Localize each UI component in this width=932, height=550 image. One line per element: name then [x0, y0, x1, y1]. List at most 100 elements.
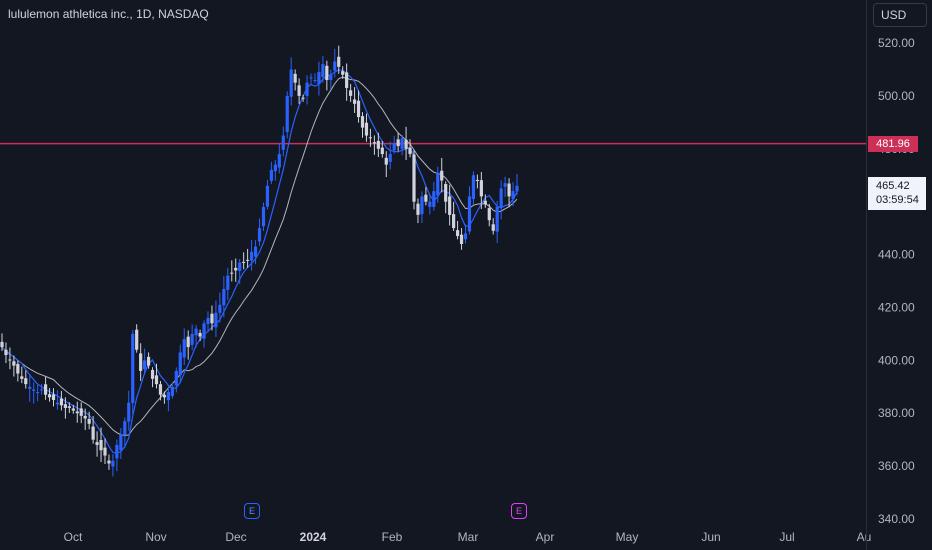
candle-body — [269, 169, 273, 181]
candle-body — [139, 353, 143, 371]
candle-body — [87, 419, 91, 424]
candle-body — [158, 384, 163, 395]
x-tick-label: Feb — [382, 530, 403, 544]
candle-body — [448, 196, 452, 215]
candle-body — [317, 72, 321, 84]
candle-body — [47, 394, 52, 398]
candle-body — [412, 154, 416, 202]
earnings-event-icon[interactable]: E — [244, 503, 260, 519]
candle-body — [135, 329, 139, 350]
candle-body — [467, 196, 472, 232]
candle-body — [321, 64, 325, 78]
candle-body — [337, 56, 341, 67]
candle-body — [277, 154, 281, 168]
candle-body — [174, 370, 178, 386]
candle-body — [67, 406, 71, 408]
candle-body — [495, 206, 499, 232]
candle-body — [107, 460, 111, 464]
candle-body — [444, 184, 448, 202]
candle-body — [190, 333, 194, 345]
candle-body — [95, 442, 99, 445]
candle-body — [515, 185, 519, 192]
candle-body — [40, 389, 44, 391]
candle-body — [491, 224, 495, 231]
candle-body — [416, 203, 420, 215]
y-tick-label: 360.00 — [878, 459, 915, 473]
candle-body — [127, 402, 131, 422]
candle-body — [499, 188, 503, 208]
candle-body — [440, 170, 444, 181]
candle-body — [483, 200, 487, 205]
candle-body — [487, 208, 491, 221]
candle-body — [432, 191, 436, 207]
candle-body — [333, 61, 337, 71]
candle-body — [349, 90, 353, 96]
candle-body — [71, 408, 75, 411]
candle-body — [404, 139, 408, 149]
candle-body — [186, 336, 190, 348]
candle-body — [83, 415, 87, 419]
ma-slow-line — [1, 76, 518, 437]
candle-body — [222, 288, 226, 306]
candle-body — [143, 360, 147, 370]
candle-body — [226, 275, 230, 290]
candle-body — [475, 179, 479, 181]
x-tick-label: Jul — [779, 530, 794, 544]
x-tick-label: Nov — [145, 530, 166, 544]
candle-body — [182, 339, 186, 358]
candle-body — [384, 157, 388, 165]
candle-body — [214, 312, 218, 328]
candle-body — [230, 272, 234, 274]
candle-body — [313, 80, 317, 82]
chart-title: lululemon athletica inc., 1D, NASDAQ — [8, 7, 209, 21]
currency-button[interactable]: USD — [873, 3, 927, 27]
candle-body — [341, 71, 345, 75]
price-axis[interactable]: 520.00500.00480.00460.00440.00420.00400.… — [866, 0, 932, 550]
candle-body — [285, 95, 289, 133]
candle-body — [218, 304, 222, 313]
candle-body — [28, 386, 32, 389]
candle-body — [206, 318, 210, 324]
candle-body — [436, 172, 440, 196]
candle-body — [356, 100, 361, 118]
candle-body — [261, 206, 266, 227]
moving-average-fast — [1, 69, 518, 454]
candle-body — [424, 194, 428, 202]
candle-body — [162, 394, 167, 398]
candle-body — [459, 234, 464, 244]
candle-body — [452, 214, 456, 229]
candle-body — [253, 246, 258, 257]
earnings-event-icon[interactable]: E — [511, 503, 527, 519]
candle-body — [210, 313, 214, 324]
candle-body — [360, 116, 365, 128]
candle-body — [194, 328, 198, 336]
bar-countdown: 03:59:54 — [876, 194, 919, 206]
candle-body — [503, 183, 507, 187]
candle-body — [8, 359, 12, 361]
y-tick-label: 340.00 — [878, 512, 915, 526]
candle-body — [55, 402, 60, 405]
x-tick-label: Au — [857, 530, 872, 544]
x-tick-label: Mar — [458, 530, 479, 544]
candle-body — [428, 201, 432, 207]
candle-body — [507, 183, 511, 197]
candle-body — [59, 398, 64, 406]
candle-body — [36, 392, 40, 394]
candle-body — [111, 460, 115, 467]
last-price-tag: 465.42 03:59:54 — [868, 177, 926, 210]
candle-body — [242, 261, 246, 263]
candle-body — [352, 99, 357, 104]
moving-average-slow — [1, 76, 518, 437]
candle-body — [305, 82, 309, 96]
candle-body — [43, 384, 48, 395]
candle-body — [202, 323, 206, 339]
x-tick-label: 2024 — [300, 530, 327, 544]
x-axis: Oct Nov Dec 2024 Feb Mar Apr May Jun Jul Au — [64, 530, 872, 544]
candle-body — [400, 138, 404, 149]
candle-body — [99, 440, 103, 451]
candle-body — [388, 154, 392, 162]
y-tick-label: 420.00 — [878, 300, 915, 314]
candle-body — [4, 349, 8, 356]
